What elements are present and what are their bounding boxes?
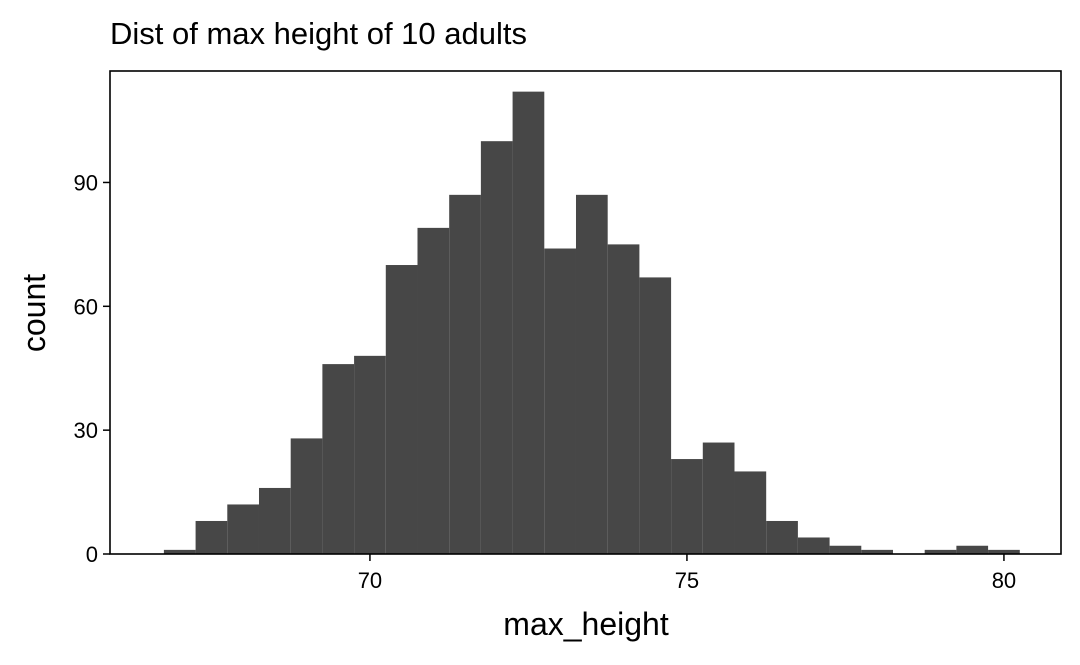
x-tick-label: 80 bbox=[992, 568, 1016, 593]
histogram-bar-6 bbox=[354, 356, 386, 554]
y-tick-label: 90 bbox=[74, 170, 98, 195]
y-axis-ticks: 0 30 60 90 bbox=[74, 170, 110, 567]
histogram-bar-13 bbox=[576, 195, 608, 554]
histogram-bar-19 bbox=[766, 521, 798, 554]
histogram-bar-17 bbox=[703, 443, 735, 554]
histogram-bar-12 bbox=[544, 249, 576, 554]
histogram-bar-10 bbox=[481, 141, 513, 554]
y-tick-label: 30 bbox=[74, 418, 98, 443]
histogram-bar-5 bbox=[322, 364, 354, 554]
histogram-bar-3 bbox=[259, 488, 291, 554]
histogram-bar-7 bbox=[386, 265, 418, 554]
histogram-bar-25 bbox=[956, 546, 988, 554]
x-tick-label: 70 bbox=[358, 568, 382, 593]
histogram-bar-18 bbox=[734, 471, 766, 554]
histogram-bar-4 bbox=[291, 438, 323, 554]
x-axis-label: max_height bbox=[503, 606, 669, 642]
histogram-bar-21 bbox=[830, 546, 862, 554]
histogram-bar-1 bbox=[196, 521, 228, 554]
histogram-bar-11 bbox=[513, 92, 545, 554]
histogram-bar-16 bbox=[671, 459, 703, 554]
y-tick-label: 0 bbox=[86, 542, 98, 567]
x-axis-ticks: 70 75 80 bbox=[358, 554, 1016, 593]
chart-title: Dist of max height of 10 adults bbox=[110, 16, 527, 51]
histogram-bars bbox=[164, 92, 1020, 554]
x-tick-label: 75 bbox=[675, 568, 699, 593]
histogram-bar-2 bbox=[227, 504, 259, 554]
y-axis-label: count bbox=[16, 274, 52, 352]
histogram-bar-9 bbox=[449, 195, 481, 554]
y-tick-label: 60 bbox=[74, 294, 98, 319]
histogram-bar-8 bbox=[417, 228, 449, 554]
histogram-bar-14 bbox=[608, 244, 640, 554]
histogram-bar-15 bbox=[639, 277, 671, 554]
histogram-bar-20 bbox=[798, 537, 830, 554]
